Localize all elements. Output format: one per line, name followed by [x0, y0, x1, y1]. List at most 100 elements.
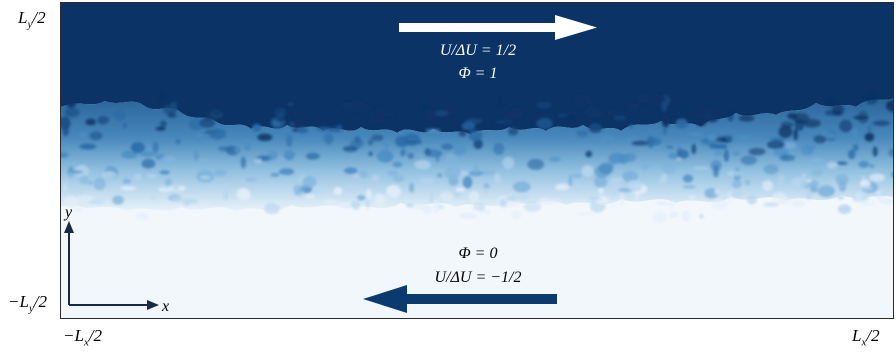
turbulent-eddy — [839, 119, 853, 133]
turbulent-eddy — [663, 126, 667, 135]
turbulent-eddy — [502, 156, 515, 170]
y-top-label: Ly/2 — [18, 8, 46, 31]
turbulent-eddy — [852, 143, 859, 152]
turbulent-eddy — [730, 191, 743, 197]
turbulent-eddy — [826, 98, 837, 108]
turbulent-eddy — [693, 166, 710, 170]
turbulent-eddy — [762, 180, 774, 192]
turbulent-eddy — [508, 127, 519, 136]
turbulent-eddy — [483, 187, 489, 194]
turbulent-eddy — [387, 170, 399, 176]
turbulent-eddy — [257, 133, 273, 142]
turbulent-eddy — [270, 172, 280, 177]
turbulent-eddy — [858, 160, 870, 168]
turbulent-eddy — [511, 210, 522, 219]
turbulent-eddy — [371, 174, 380, 182]
turbulent-eddy — [523, 201, 542, 212]
turbulent-eddy — [462, 176, 473, 189]
turbulent-eddy — [778, 174, 785, 188]
turbulent-eddy — [468, 130, 483, 142]
turbulent-eddy — [864, 132, 875, 142]
turbulent-eddy — [453, 143, 467, 156]
turbulent-eddy — [93, 177, 106, 191]
turbulent-eddy — [746, 194, 757, 205]
turbulent-eddy — [763, 202, 780, 207]
turbulent-eddy — [731, 151, 741, 156]
turbulent-eddy — [468, 171, 483, 176]
x-axis-label: x — [161, 298, 169, 315]
turbulent-eddy — [510, 201, 521, 207]
turbulent-eddy — [661, 114, 670, 128]
turbulent-eddy — [68, 187, 83, 195]
turbulent-eddy — [367, 139, 374, 146]
turbulent-eddy — [835, 173, 849, 186]
turbulent-eddy — [779, 154, 796, 162]
turbulent-eddy — [368, 151, 374, 157]
turbulent-eddy — [694, 114, 708, 127]
turbulent-eddy — [79, 175, 89, 185]
turbulent-eddy — [378, 112, 397, 117]
turbulent-eddy — [612, 188, 618, 196]
turbulent-eddy — [167, 112, 177, 118]
turbulent-eddy — [888, 148, 893, 158]
turbulent-eddy — [539, 197, 554, 205]
mixing-layer-field: U/ΔU = 1/2 Φ = 1 Φ = 0 U/ΔU = −1/2 y x — [60, 2, 894, 319]
turbulent-eddy — [234, 144, 240, 154]
turbulent-eddy — [245, 177, 257, 182]
turbulent-eddy — [682, 174, 694, 183]
turbulent-eddy — [199, 117, 216, 128]
turbulent-eddy — [738, 115, 755, 122]
turbulent-eddy — [517, 195, 530, 200]
turbulent-eddy — [343, 167, 358, 175]
turbulent-eddy — [212, 110, 222, 115]
turbulent-eddy — [64, 107, 80, 118]
turbulent-eddy — [264, 202, 281, 215]
turbulent-eddy — [709, 143, 723, 149]
turbulent-eddy — [837, 204, 852, 214]
turbulent-eddy — [810, 185, 818, 193]
turbulent-eddy — [748, 147, 766, 156]
y-axis-arrowhead — [64, 221, 74, 233]
turbulent-eddy — [323, 199, 338, 205]
turbulent-eddy — [130, 141, 145, 154]
turbulent-eddy — [675, 118, 688, 129]
turbulent-eddy — [864, 196, 870, 200]
turbulent-eddy — [79, 132, 87, 138]
turbulent-eddy — [872, 146, 878, 157]
turbulent-eddy — [574, 185, 583, 193]
turbulent-eddy — [315, 127, 333, 132]
turbulent-eddy — [493, 142, 505, 155]
turbulent-eddy — [275, 157, 287, 166]
turbulent-eddy — [665, 145, 674, 149]
turbulent-eddy — [358, 169, 368, 178]
turbulent-eddy — [832, 104, 845, 116]
turbulent-eddy — [740, 155, 757, 165]
turbulent-eddy — [810, 157, 824, 165]
x-left-label: −Lx/2 — [63, 326, 103, 349]
turbulent-eddy — [302, 175, 317, 189]
turbulent-eddy — [409, 182, 414, 193]
turbulent-eddy — [821, 131, 835, 137]
turbulent-eddy — [197, 158, 211, 165]
turbulent-eddy — [180, 198, 199, 204]
turbulent-eddy — [627, 136, 639, 142]
turbulent-eddy — [266, 150, 278, 161]
turbulent-eddy — [550, 199, 562, 205]
turbulent-eddy — [286, 134, 293, 148]
turbulent-eddy — [851, 128, 858, 138]
turbulent-eddy — [879, 198, 893, 205]
turbulent-eddy — [392, 174, 405, 183]
turbulent-eddy — [536, 102, 552, 109]
turbulent-eddy — [61, 94, 69, 105]
turbulent-eddy — [85, 118, 97, 126]
turbulent-eddy — [726, 170, 743, 177]
turbulent-eddy — [298, 138, 316, 144]
turbulent-eddy — [251, 123, 262, 132]
turbulent-eddy — [151, 196, 156, 200]
turbulent-eddy — [847, 149, 856, 160]
turbulent-eddy — [598, 187, 604, 194]
turbulent-eddy — [637, 93, 652, 103]
turbulent-eddy — [705, 109, 720, 123]
turbulent-eddy — [607, 108, 618, 116]
turbulent-eddy — [429, 190, 434, 203]
